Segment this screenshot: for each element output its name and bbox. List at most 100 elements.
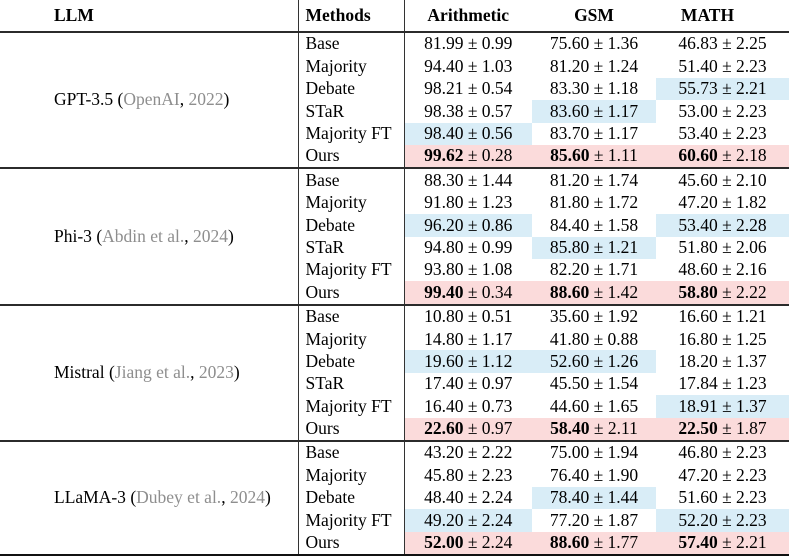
table-row: Majority FT 16.40 ± 0.73 44.60 ± 1.65 18.91… — [0, 395, 789, 418]
metric-value: 48.40 — [424, 487, 464, 508]
col-header-gsm: GSM — [532, 0, 656, 33]
llm-cell: LLaMA-3 (Dubey et al., 2024) — [0, 440, 299, 555]
method-cell: Debate — [298, 350, 405, 373]
metric-value: 45.50 — [549, 373, 590, 394]
llm-name: Mistral — [54, 362, 109, 383]
table-row: Majority 94.40 ± 1.03 81.20 ± 1.24 51.40 ± … — [0, 55, 789, 78]
metric-value: 93.80 — [424, 259, 464, 280]
metric-cell: 17.84 ± 1.23 — [678, 373, 767, 394]
llm-cell: Mistral (Jiang et al., 2023) — [0, 303, 299, 442]
metric-value: 45.60 — [678, 169, 718, 190]
citation-year[interactable]: 2022 — [188, 89, 224, 110]
metric-value: 75.00 — [549, 442, 590, 463]
metric-value: 52.60 — [549, 350, 590, 371]
method-cell: Majority FT — [298, 509, 405, 532]
method-cell: Majority FT — [298, 122, 405, 145]
table-row: Debate 96.20 ± 0.86 84.40 ± 1.58 53.40 ± 2.… — [0, 214, 789, 237]
citation[interactable]: (Abdin et al., 2024) — [96, 225, 234, 246]
metric-cell: 81.20 ± 1.24 — [549, 55, 639, 76]
metric-value: 82.20 — [549, 259, 590, 280]
metric-cell: 49.20 ± 2.24 — [404, 509, 532, 532]
citation[interactable]: (Dubey et al., 2024) — [130, 487, 271, 508]
metric-value: 46.83 — [678, 33, 718, 54]
metric-value: 17.84 — [678, 373, 718, 394]
method-cell: Majority — [298, 464, 405, 487]
metric-cell: 94.40 ± 1.03 — [424, 55, 513, 76]
metric-value: 53.00 — [678, 100, 718, 121]
metric-value: 81.99 — [424, 33, 464, 54]
metric-value: 83.60 — [549, 100, 590, 121]
metric-value: 10.80 — [424, 306, 464, 327]
metric-cell: 35.60 ± 1.92 — [532, 303, 656, 329]
table-row: Ours 99.62 ± 0.28 85.60 ± 1.11 60.60 ± 2.18 — [0, 144, 789, 169]
metric-value: 98.21 — [424, 78, 464, 99]
citation-year[interactable]: 2023 — [198, 362, 234, 383]
metric-cell: 47.20 ± 2.23 — [678, 464, 767, 485]
metric-cell: 58.40 ± 2.11 — [532, 417, 656, 442]
metric-value: 94.40 — [424, 55, 464, 76]
metric-cell: 99.40 ± 0.34 — [404, 281, 532, 305]
metric-cell: 94.80 ± 0.99 — [424, 236, 513, 257]
metric-value: 46.80 — [678, 442, 718, 463]
llm-cell: Phi-3 (Abdin et al., 2024) — [0, 167, 299, 305]
metric-cell: 18.91 ± 1.37 — [656, 395, 789, 418]
metric-cell: 45.80 ± 2.23 — [424, 464, 513, 485]
metric-cell: 18.20 ± 1.37 — [678, 350, 767, 371]
metric-value: 51.80 — [678, 236, 718, 257]
metric-cell: 51.40 ± 2.23 — [678, 55, 767, 76]
metric-cell: 45.60 ± 2.10 — [656, 167, 789, 192]
citation-author[interactable]: Jiang et al. — [114, 362, 191, 383]
metric-cell: 16.80 ± 1.25 — [678, 328, 767, 349]
metric-cell: 83.70 ± 1.17 — [549, 123, 639, 143]
metric-cell: 78.40 ± 1.44 — [532, 486, 656, 510]
citation-author[interactable]: Abdin et al. — [102, 225, 185, 246]
metric-cell: 44.60 ± 1.65 — [549, 395, 639, 416]
table-row: Majority FT 49.20 ± 2.24 77.20 ± 1.87 52.20… — [0, 509, 789, 532]
method-cell: Base — [298, 167, 405, 192]
citation-year[interactable]: 2024 — [229, 487, 265, 508]
metric-cell: 16.40 ± 0.73 — [424, 395, 513, 416]
citation-author[interactable]: Dubey et al. — [136, 487, 222, 508]
method-cell: STaR — [298, 236, 405, 259]
metric-value: 91.80 — [424, 192, 464, 213]
metric-cell: 81.80 ± 1.72 — [549, 192, 639, 213]
metric-value: 52.00 — [424, 532, 464, 553]
citation-author[interactable]: OpenAI — [123, 89, 180, 110]
method-cell: STaR — [298, 372, 405, 396]
metric-value: 17.40 — [424, 373, 464, 394]
method-cell: Majority FT — [298, 395, 405, 418]
metric-cell: 75.60 ± 1.36 — [549, 33, 639, 54]
metric-cell: 99.62 ± 0.28 — [404, 144, 532, 169]
citation[interactable]: (Jiang et al., 2023) — [108, 362, 240, 383]
metric-cell: 83.30 ± 1.18 — [549, 78, 639, 99]
col-header-math: MATH — [656, 0, 789, 33]
metric-cell: 98.38 ± 0.57 — [424, 100, 513, 121]
metric-cell: 52.60 ± 1.26 — [532, 350, 656, 373]
method-cell: Ours — [298, 144, 405, 169]
citation-year[interactable]: 2024 — [193, 225, 229, 246]
metric-cell: 47.20 ± 1.82 — [678, 192, 767, 213]
method-cell: Base — [298, 32, 405, 56]
table-row: Phi-3 (Abdin et al., 2024) Base 88.30 ± 1.… — [0, 167, 789, 305]
table-row: GPT-3.5 (OpenAI, 2022) Base 81.99 ± 0.99 75… — [0, 32, 789, 169]
metric-cell: 60.60 ± 2.18 — [656, 144, 789, 169]
table-row: Majority FT 98.40 ± 0.56 83.70 ± 1.17 53.40… — [0, 122, 789, 145]
method-cell: Debate — [298, 77, 405, 101]
metric-cell: 83.60 ± 1.17 — [532, 100, 656, 123]
citation[interactable]: (OpenAI, 2022) — [117, 89, 230, 110]
metric-cell: 91.80 ± 1.23 — [424, 192, 513, 213]
metric-value: 81.20 — [549, 169, 590, 190]
metric-cell: 41.80 ± 0.88 — [549, 328, 639, 349]
table-row: Ours 99.40 ± 0.34 88.60 ± 1.42 58.80 ± 2.22 — [0, 281, 789, 305]
llm-name: LLaMA-3 — [54, 487, 131, 508]
metric-value: 99.62 — [424, 145, 464, 166]
method-cell: Base — [298, 440, 405, 465]
table-row: STaR 98.38 ± 0.57 83.60 ± 1.17 53.00 ± 2.23 — [0, 100, 789, 123]
metric-value: 81.80 — [549, 192, 590, 213]
metric-cell: 52.20 ± 2.23 — [656, 509, 789, 532]
metric-value: 22.50 — [678, 418, 718, 439]
table-row: Mistral (Jiang et al., 2023) Base 10.80 ± … — [0, 303, 789, 442]
method-cell: Majority — [298, 55, 405, 78]
method-cell: Base — [298, 303, 405, 329]
metric-cell: 77.20 ± 1.87 — [549, 509, 639, 530]
